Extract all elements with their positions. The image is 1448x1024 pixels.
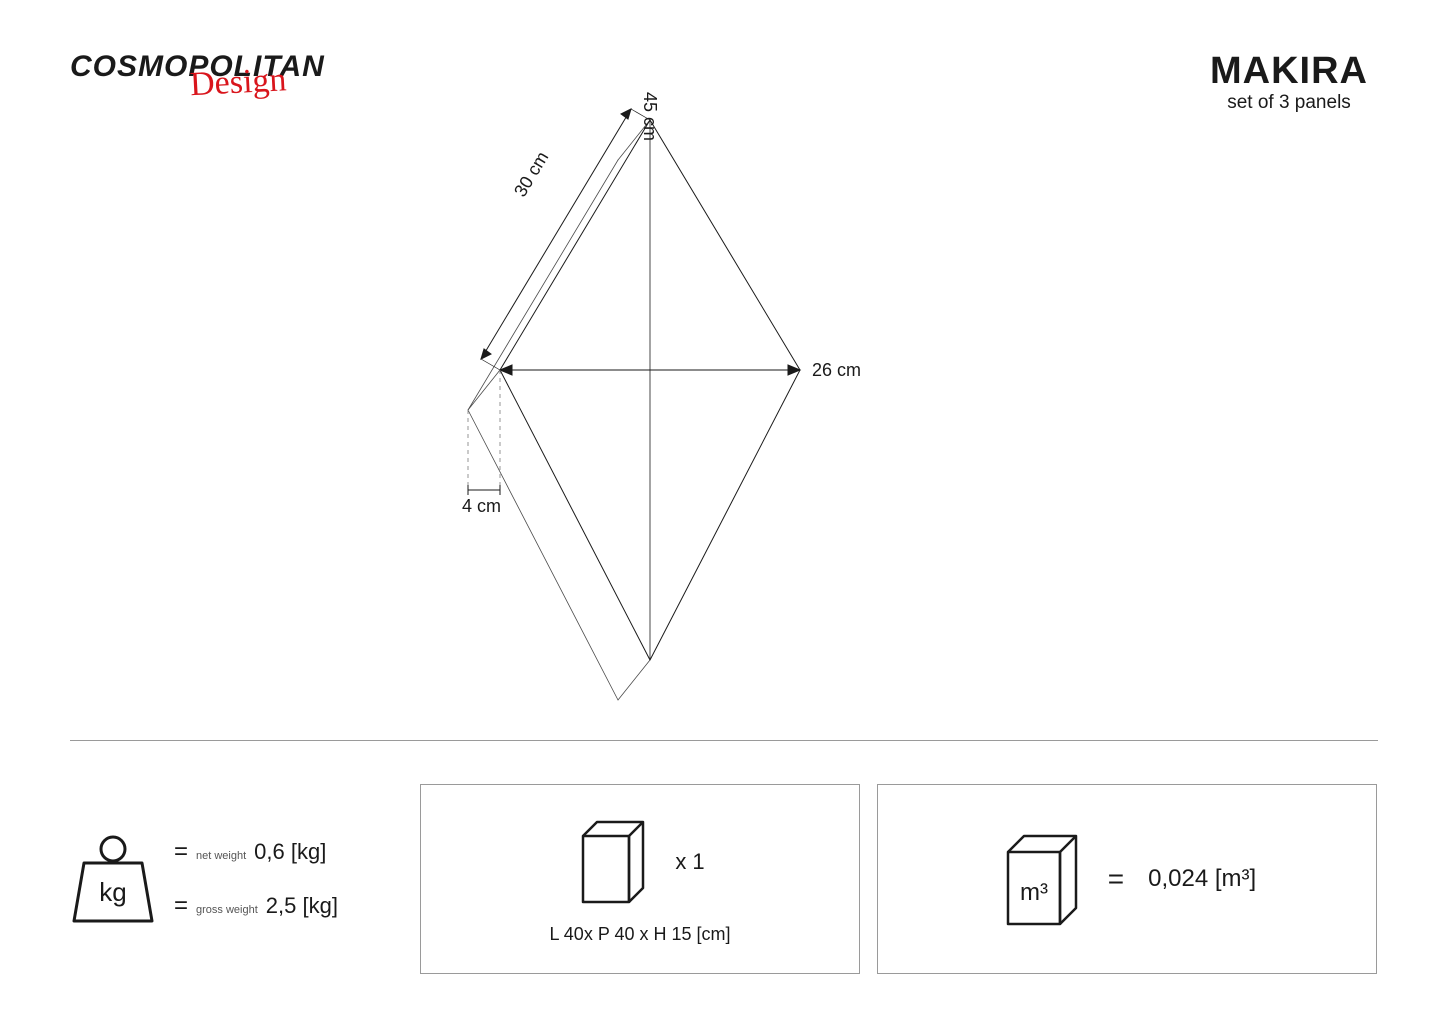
dim-depth: 4 cm <box>462 496 501 517</box>
volume-icon: m³ <box>998 826 1084 932</box>
volume-panel: m³ = 0,024 [m³] <box>877 784 1377 974</box>
package-count: x 1 <box>675 849 704 875</box>
gross-weight-row: = gross weight 2,5 [kg] <box>174 892 338 920</box>
package-panel: x 1 L 40x P 40 x H 15 [cm] <box>420 784 860 974</box>
divider <box>70 740 1378 741</box>
volume-value: 0,024 [m³] <box>1148 865 1256 893</box>
net-weight-label: net weight <box>196 850 246 862</box>
product-name: MAKIRA <box>1210 52 1368 90</box>
net-weight-value: 0,6 [kg] <box>254 839 326 865</box>
product-subtitle: set of 3 panels <box>1210 92 1368 114</box>
gross-weight-value: 2,5 [kg] <box>266 893 338 919</box>
volume-icon-label: m³ <box>1020 879 1048 906</box>
dim-width: 26 cm <box>812 360 861 381</box>
weight-icon-label: kg <box>99 877 126 907</box>
technical-drawing: 45 cm 30 cm 26 cm 4 cm <box>400 90 920 710</box>
package-dims: L 40x P 40 x H 15 [cm] <box>549 924 730 945</box>
box-icon <box>575 814 651 910</box>
weight-panel: kg = net weight 0,6 [kg] = gross weight … <box>70 784 405 974</box>
product-title-block: MAKIRA set of 3 panels <box>1210 52 1368 114</box>
weight-icon: kg <box>70 831 156 927</box>
brand-script: Design <box>190 65 391 96</box>
gross-weight-label: gross weight <box>196 904 258 916</box>
dim-height: 45 cm <box>639 92 660 141</box>
brand-logo: COSMOPOLITAN Design <box>70 52 390 90</box>
net-weight-row: = net weight 0,6 [kg] <box>174 838 338 866</box>
